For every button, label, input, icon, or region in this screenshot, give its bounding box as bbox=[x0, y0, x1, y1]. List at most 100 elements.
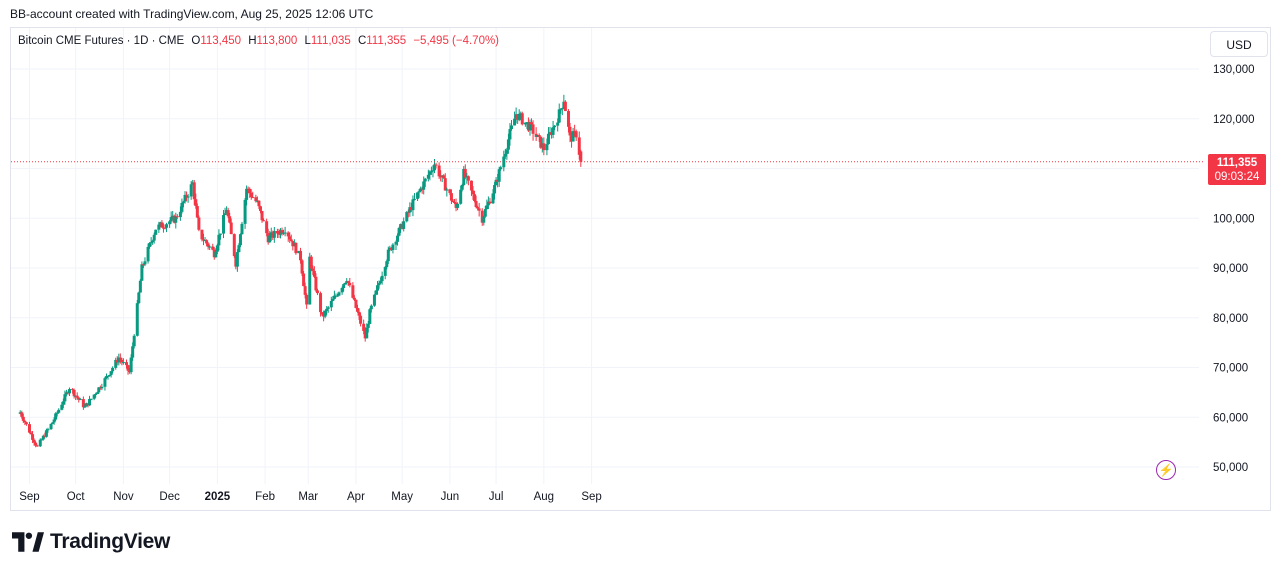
candle bbox=[92, 394, 96, 401]
candle bbox=[566, 109, 570, 133]
candle bbox=[380, 271, 384, 285]
tradingview-logo-icon bbox=[12, 532, 44, 552]
candle bbox=[43, 432, 47, 438]
candle bbox=[191, 179, 195, 185]
candle bbox=[331, 295, 335, 302]
candle bbox=[78, 398, 82, 401]
candle bbox=[72, 388, 76, 399]
candle bbox=[460, 183, 464, 192]
candle bbox=[35, 444, 39, 447]
candle bbox=[38, 438, 42, 448]
candle bbox=[557, 103, 561, 124]
candle bbox=[95, 391, 99, 394]
candle bbox=[121, 358, 125, 365]
candle bbox=[442, 174, 446, 179]
bar-countdown: 09:03:24 bbox=[1214, 171, 1260, 183]
candle bbox=[137, 291, 141, 305]
candle bbox=[383, 265, 387, 280]
candle bbox=[27, 421, 31, 434]
candle bbox=[417, 189, 421, 198]
candle bbox=[416, 192, 420, 202]
candle bbox=[542, 137, 546, 156]
candle bbox=[195, 203, 199, 219]
candle bbox=[77, 397, 81, 403]
candle bbox=[258, 205, 262, 214]
candle bbox=[299, 247, 303, 264]
candle bbox=[279, 228, 282, 239]
candle bbox=[192, 180, 196, 205]
candle bbox=[181, 200, 185, 208]
candle bbox=[429, 166, 433, 175]
candle bbox=[21, 413, 25, 423]
candle bbox=[412, 193, 416, 201]
candle bbox=[334, 293, 338, 298]
candle bbox=[64, 389, 68, 397]
candle bbox=[550, 128, 554, 139]
x-tick-label: Oct bbox=[67, 491, 86, 503]
candle bbox=[31, 431, 35, 444]
candle bbox=[497, 166, 501, 187]
candle bbox=[315, 288, 319, 296]
y-tick-label: 50,000 bbox=[1213, 462, 1248, 474]
candle bbox=[503, 148, 507, 159]
candle bbox=[303, 282, 307, 299]
candle bbox=[513, 111, 517, 126]
candle bbox=[163, 224, 167, 230]
candle bbox=[160, 220, 164, 228]
candle bbox=[406, 209, 410, 218]
candle bbox=[553, 125, 557, 131]
lightning-icon[interactable]: ⚡ bbox=[1156, 460, 1176, 480]
currency-button[interactable]: USD bbox=[1210, 31, 1268, 57]
candle bbox=[255, 196, 259, 203]
tradingview-logo-text: TradingView bbox=[50, 530, 171, 553]
candle bbox=[98, 385, 102, 390]
x-tick-label: Aug bbox=[534, 491, 554, 503]
candle bbox=[120, 357, 124, 366]
candle bbox=[63, 390, 67, 405]
candle bbox=[320, 312, 324, 317]
candle bbox=[494, 177, 498, 186]
candle bbox=[238, 233, 242, 248]
candle bbox=[74, 395, 78, 401]
legend-low-label: L bbox=[304, 35, 311, 47]
candle bbox=[574, 129, 578, 141]
candle bbox=[394, 240, 398, 250]
chart-pane[interactable] bbox=[10, 27, 1271, 511]
candle bbox=[40, 438, 44, 441]
candle bbox=[389, 247, 393, 252]
candle bbox=[466, 175, 470, 186]
tradingview-logo[interactable]: TradingView bbox=[12, 530, 170, 554]
candle bbox=[326, 305, 330, 313]
candle bbox=[217, 229, 221, 251]
candle bbox=[520, 111, 524, 126]
candle bbox=[451, 198, 455, 203]
candle bbox=[426, 169, 430, 182]
candle bbox=[459, 185, 463, 205]
y-tick-label: 80,000 bbox=[1213, 313, 1248, 325]
candle bbox=[482, 215, 486, 226]
candle bbox=[108, 374, 112, 377]
candle bbox=[319, 291, 323, 317]
candle bbox=[249, 189, 253, 200]
candle bbox=[465, 173, 469, 184]
candle bbox=[251, 191, 255, 199]
candle bbox=[346, 280, 350, 286]
candle bbox=[477, 202, 481, 217]
candle bbox=[152, 232, 156, 244]
candle bbox=[208, 245, 212, 251]
candle bbox=[469, 180, 473, 197]
candle bbox=[505, 147, 509, 160]
candle bbox=[363, 326, 367, 342]
candle bbox=[379, 277, 383, 284]
candle bbox=[514, 107, 518, 124]
candle bbox=[232, 233, 236, 258]
time-axis: Sep Oct Nov Dec 2025 Feb Mar Apr May Jun Jul Aug Sep bbox=[19, 491, 602, 503]
candle bbox=[180, 198, 184, 214]
candle bbox=[471, 185, 475, 200]
candle bbox=[366, 320, 370, 333]
legend-change: −5,495 (−4.70%) bbox=[413, 35, 500, 47]
candle bbox=[282, 229, 286, 235]
legend-symbol: Bitcoin CME Futures · 1D · CME bbox=[18, 35, 185, 47]
candle bbox=[428, 170, 432, 181]
